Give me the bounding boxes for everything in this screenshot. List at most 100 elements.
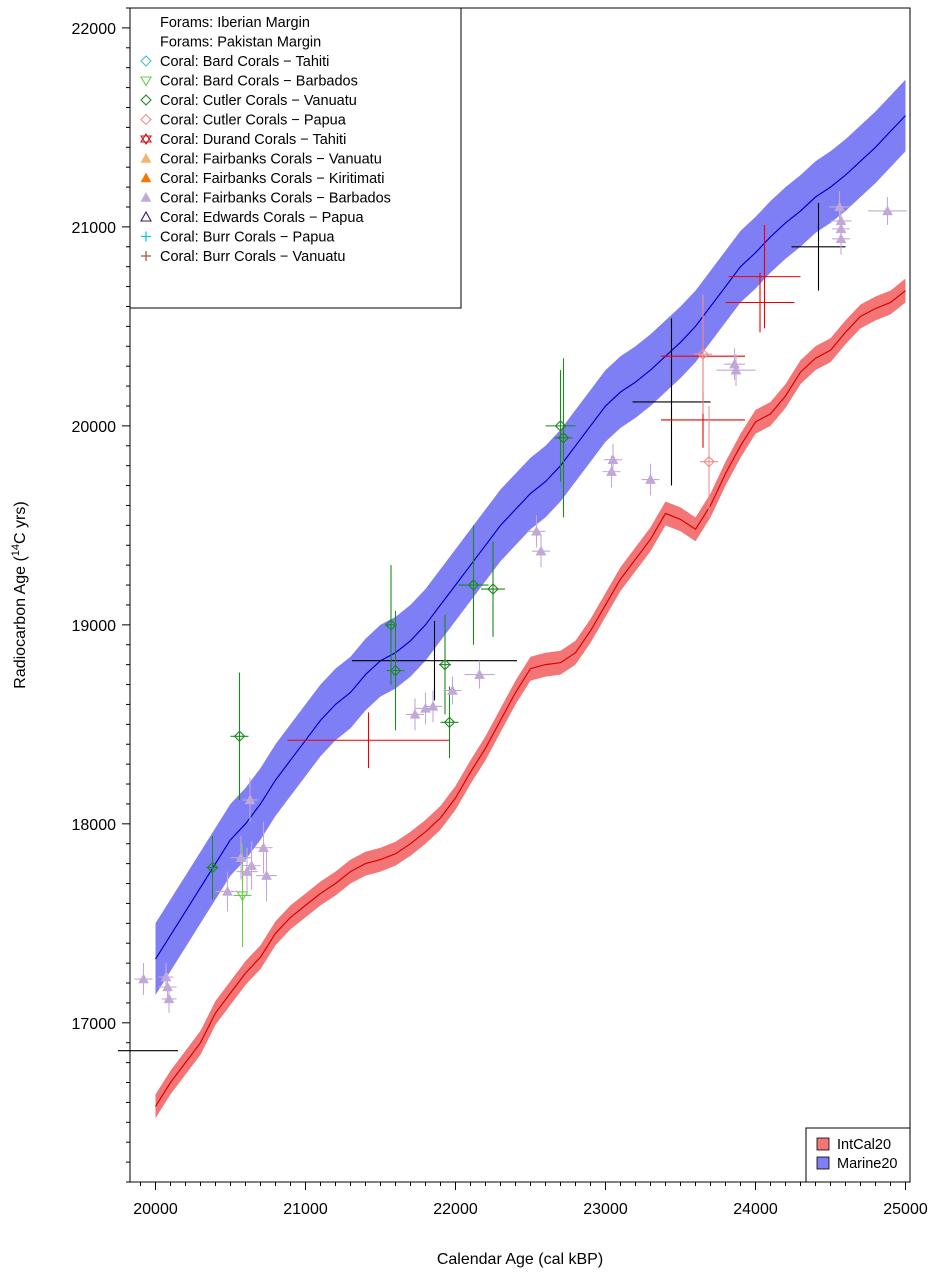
data-point [832, 222, 850, 255]
star-marker-down [140, 135, 152, 146]
diamond-marker [233, 730, 246, 743]
legend-item: IntCal20 [816, 1137, 891, 1153]
data-point [242, 778, 258, 822]
legend-item: Coral: Bard Corals − Tahiti [140, 54, 329, 70]
triangle-marker [409, 708, 421, 719]
y-axis: 17000 18000 19000 20000 21000 22000 [72, 7, 130, 1183]
data-point [443, 676, 462, 705]
triangle-marker [235, 852, 247, 862]
x-axis: 20000 21000 22000 23000 24000 25000 [133, 1182, 928, 1218]
triangle-marker [140, 152, 152, 163]
triangle-marker [730, 364, 742, 375]
data-point [406, 698, 424, 731]
legend-label: Coral: Edwards Corals − Papua [160, 210, 364, 226]
diamond-marker [443, 716, 456, 729]
triangle-marker [138, 973, 149, 984]
y-axis-title-superscript: 14 [10, 544, 22, 556]
legend-item: Coral: Fairbanks Corals − Vanuatu [140, 152, 382, 168]
data-point [725, 272, 795, 333]
diamond-marker [557, 432, 570, 444]
data-point [440, 686, 459, 759]
triangle-marker [140, 191, 152, 202]
data-point [527, 515, 546, 548]
data-point [829, 191, 850, 223]
data-point [554, 358, 573, 518]
legend-label: Coral: Fairbanks Corals − Barbados [160, 191, 391, 207]
triangle-marker [222, 885, 233, 896]
data-point [206, 835, 219, 900]
marine20-line [154, 115, 906, 960]
legend-label: Marine20 [837, 1156, 897, 1172]
plot-frame [129, 7, 911, 1183]
data-point [230, 672, 249, 800]
data-point [700, 405, 718, 518]
x-tick-label: 20000 [133, 1201, 178, 1218]
triangle-down-marker [140, 76, 152, 87]
diamond-marker [140, 55, 152, 67]
data-point [868, 197, 907, 225]
data-point [161, 985, 177, 1013]
legend-item: Coral: Burr Corals − Vanuatu [141, 249, 346, 265]
triangle-marker [535, 545, 547, 556]
data-point [256, 849, 277, 902]
data-point [464, 660, 495, 689]
triangle-marker [244, 794, 256, 805]
y-axis-title: Radiocarbon Age (14C yrs) [10, 501, 29, 688]
legend-box [129, 7, 462, 309]
data-point [532, 535, 550, 568]
data-point [352, 620, 517, 701]
triangle-marker [261, 870, 272, 880]
triangle-marker [246, 860, 257, 870]
data-point [641, 463, 660, 496]
legend-label: Forams: Pakistan Margin [160, 35, 321, 51]
dataset-coral-fairbanks-corals-barbados [134, 191, 907, 1013]
legend-curves: IntCal20 Marine20 [805, 1127, 911, 1183]
triangle-marker [140, 172, 152, 183]
intcal20-band [155, 278, 906, 1119]
legend-item: Coral: Bard Corals − Barbados [140, 74, 358, 90]
y-tick-label: 19000 [72, 618, 117, 635]
triangle-marker [645, 474, 656, 484]
legend-label: IntCal20 [837, 1137, 891, 1153]
legend-box [805, 1127, 911, 1183]
triangle-marker [162, 981, 173, 992]
legend-item: Coral: Durand Corals − Tahiti [140, 132, 346, 148]
y-axis-title-suffix: C yrs) [12, 501, 29, 544]
triangle-marker [607, 454, 619, 464]
data-point [236, 847, 258, 896]
data-point [632, 318, 711, 486]
legend-swatch [816, 1137, 830, 1151]
data-point [481, 541, 505, 637]
y-tick-label: 17000 [72, 1016, 117, 1033]
triangle-marker [834, 201, 845, 212]
intcal20-line [154, 290, 906, 1107]
triangle-marker [427, 700, 439, 711]
diamond-marker [140, 113, 152, 126]
legend-item: Forams: Iberian Margin [160, 15, 310, 31]
data-point [694, 294, 712, 414]
data-point [230, 835, 252, 880]
legend-swatch [816, 1156, 830, 1170]
x-tick-label: 25000 [883, 1201, 928, 1218]
data-point [791, 203, 846, 291]
legend-label: Coral: Bard Corals − Tahiti [160, 54, 329, 70]
data-point [439, 614, 451, 715]
diamond-marker [140, 94, 152, 106]
triangle-down-marker [236, 891, 249, 902]
legend-item: Coral: Burr Corals − Papua [141, 230, 335, 246]
diamond-marker [487, 583, 499, 595]
diamond-marker [439, 658, 451, 671]
diamond-marker [206, 861, 219, 874]
legend-item: Coral: Fairbanks Corals − Barbados [140, 191, 391, 207]
legend-label: Coral: Cutler Corals − Papua [160, 113, 347, 129]
star-marker-up [140, 132, 152, 143]
legend-item: Forams: Pakistan Margin [160, 35, 321, 51]
legend-datasets: Forams: Iberian Margin Forams: Pakistan M… [129, 7, 462, 309]
triangle-marker [882, 205, 893, 216]
data-point [242, 841, 261, 890]
y-tick-label: 21000 [72, 220, 117, 237]
data-points [118, 191, 907, 1052]
legend-label: Coral: Burr Corals − Papua [160, 230, 335, 246]
marine20-band [155, 79, 906, 996]
triangle-marker [258, 842, 269, 852]
